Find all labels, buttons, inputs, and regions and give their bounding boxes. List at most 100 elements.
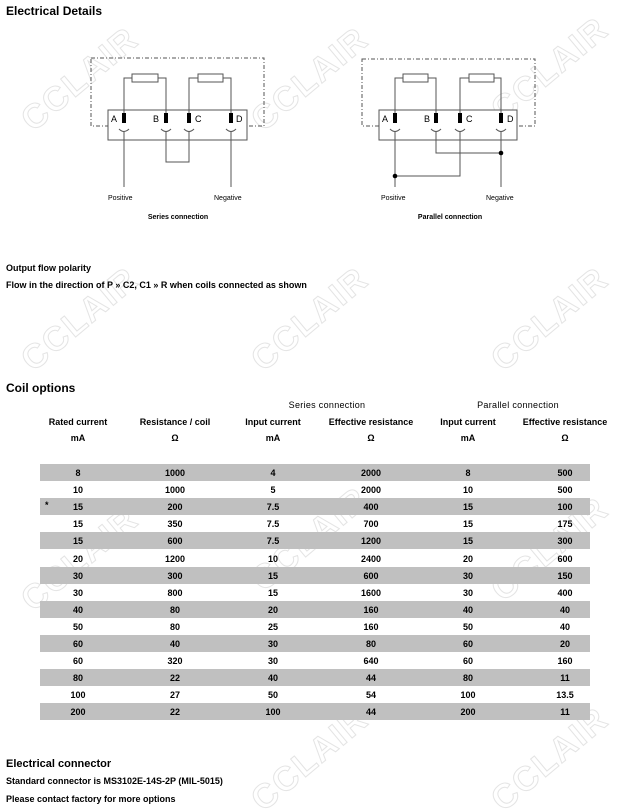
terminal-a-label: A [111, 114, 117, 124]
output-flow-title: Output flow polarity [6, 263, 91, 273]
table-cell: 30 [267, 656, 278, 667]
table-row: 60 40 30 80 60 20 [40, 635, 590, 652]
parallel-caption: Parallel connection [418, 214, 482, 221]
table-cell: 4 [270, 468, 276, 478]
column-header-label: Resistance / coil [139, 417, 211, 427]
watermark: CCLAIR [243, 259, 376, 379]
column-header-unit: Ω [367, 433, 375, 443]
table-cell: 2400 [360, 553, 382, 564]
table-cell: 350 [167, 519, 183, 530]
table-cell: 100 [265, 707, 281, 718]
table-cell: 22 [169, 707, 180, 718]
table-cell: 22 [169, 673, 180, 684]
table-cell: 600 [167, 536, 183, 547]
table-cell: 60 [72, 639, 83, 649]
series-diagram [90, 57, 265, 187]
table-cell: 60 [462, 656, 473, 667]
table-cell: 20 [559, 639, 570, 649]
table-row: 8 1000 4 2000 8 500 [40, 464, 590, 481]
table-cell: 7.5 [266, 536, 280, 547]
table-cell: 600 [557, 553, 573, 564]
table-cell: 80 [169, 604, 180, 615]
table-cell: 160 [363, 604, 379, 615]
table-cell: 15 [72, 502, 83, 513]
table-cell: 40 [559, 604, 570, 615]
table-cell: 1000 [164, 468, 186, 478]
table-cell: 7.5 [266, 519, 280, 530]
table-cell: 10 [72, 485, 83, 496]
table-cell: 1600 [360, 587, 382, 598]
table-cell: 30 [462, 587, 473, 598]
table-cell: 160 [557, 656, 573, 667]
watermark: CCLAIR [13, 259, 146, 379]
table-cell: 40 [462, 604, 473, 615]
table-row: 40 80 20 160 40 40 [40, 600, 590, 618]
table-cell: 15 [462, 519, 473, 530]
watermark: CCLAIR [483, 259, 616, 379]
table-row: 15 600 7.5 1200 15 300 [40, 532, 590, 550]
table-cell: 400 [363, 502, 379, 513]
table-cell: 300 [167, 570, 183, 581]
table-cell: 30 [267, 639, 278, 649]
series-caption: Series connection [148, 214, 208, 221]
table-cell: 50 [462, 621, 473, 632]
output-flow-text: Flow in the direction of P » C2, C1 » R … [6, 280, 307, 290]
table-cell: 400 [557, 587, 573, 598]
terminal-a-label: A [382, 114, 388, 124]
table-row: 100 27 50 54 100 13.5 [40, 686, 590, 703]
parallel-group-header: Parallel connection [477, 400, 559, 410]
table-cell: 2000 [360, 468, 382, 478]
table-cell: 700 [363, 519, 379, 530]
table-cell: 30 [72, 587, 83, 598]
series-group-header: Series connection [288, 400, 366, 410]
negative-label: Negative [486, 195, 514, 202]
table-cell: 200 [167, 502, 183, 513]
table-row: 30 300 15 600 30 150 [40, 566, 590, 584]
table-cell: 300 [557, 536, 573, 547]
table-cell: 5 [270, 485, 276, 496]
terminal-d-label: D [507, 114, 514, 124]
table-cell: 100 [70, 690, 86, 701]
table-row: 80 22 40 44 80 11 [40, 669, 590, 687]
table-cell: 44 [365, 707, 376, 718]
table-cell: 25 [267, 621, 278, 632]
table-cell: 80 [462, 673, 473, 684]
connector-line-2: Please contact factory for more options [6, 794, 176, 804]
table-cell: 15 [462, 536, 473, 547]
table-cell: 20 [267, 604, 278, 615]
table-cell: 1200 [164, 553, 186, 564]
column-header-label: Input current [245, 417, 301, 427]
table-row: 50 80 25 160 50 40 [40, 618, 590, 635]
column-header-label: Input current [440, 417, 496, 427]
table-cell: 640 [363, 656, 379, 667]
table-cell: 2000 [360, 485, 382, 496]
table-cell: 320 [167, 656, 183, 667]
table-cell: 44 [365, 673, 376, 684]
table-cell: 40 [72, 604, 83, 615]
table-cell: 15 [267, 570, 278, 581]
table-row: 60 320 30 640 60 160 [40, 652, 590, 669]
table-cell: 10 [462, 485, 473, 496]
column-header-unit: mA [460, 433, 476, 443]
coil-resistor [402, 73, 429, 83]
table-cell: 27 [169, 690, 180, 701]
table-cell: 8 [75, 468, 81, 478]
positive-label: Positive [381, 195, 406, 202]
column-header-unit: Ω [561, 433, 569, 443]
table-cell: 40 [169, 639, 180, 649]
table-cell: 200 [70, 707, 86, 718]
table-cell: 15 [72, 536, 83, 547]
coil-options-title: Coil options [6, 381, 76, 395]
coil-resistor [197, 73, 224, 83]
table-cell: 160 [363, 621, 379, 632]
terminal-c-label: C [466, 114, 473, 124]
table-cell: 1000 [164, 485, 186, 496]
table-cell: 8 [465, 468, 471, 478]
table-row: 30 800 15 1600 30 400 [40, 584, 590, 601]
table-cell: 13.5 [556, 690, 574, 701]
table-cell: 100 [460, 690, 476, 701]
table-cell: 11 [560, 673, 570, 684]
coil-resistor [131, 73, 159, 83]
table-row: 10 1000 5 2000 10 500 [40, 481, 590, 498]
